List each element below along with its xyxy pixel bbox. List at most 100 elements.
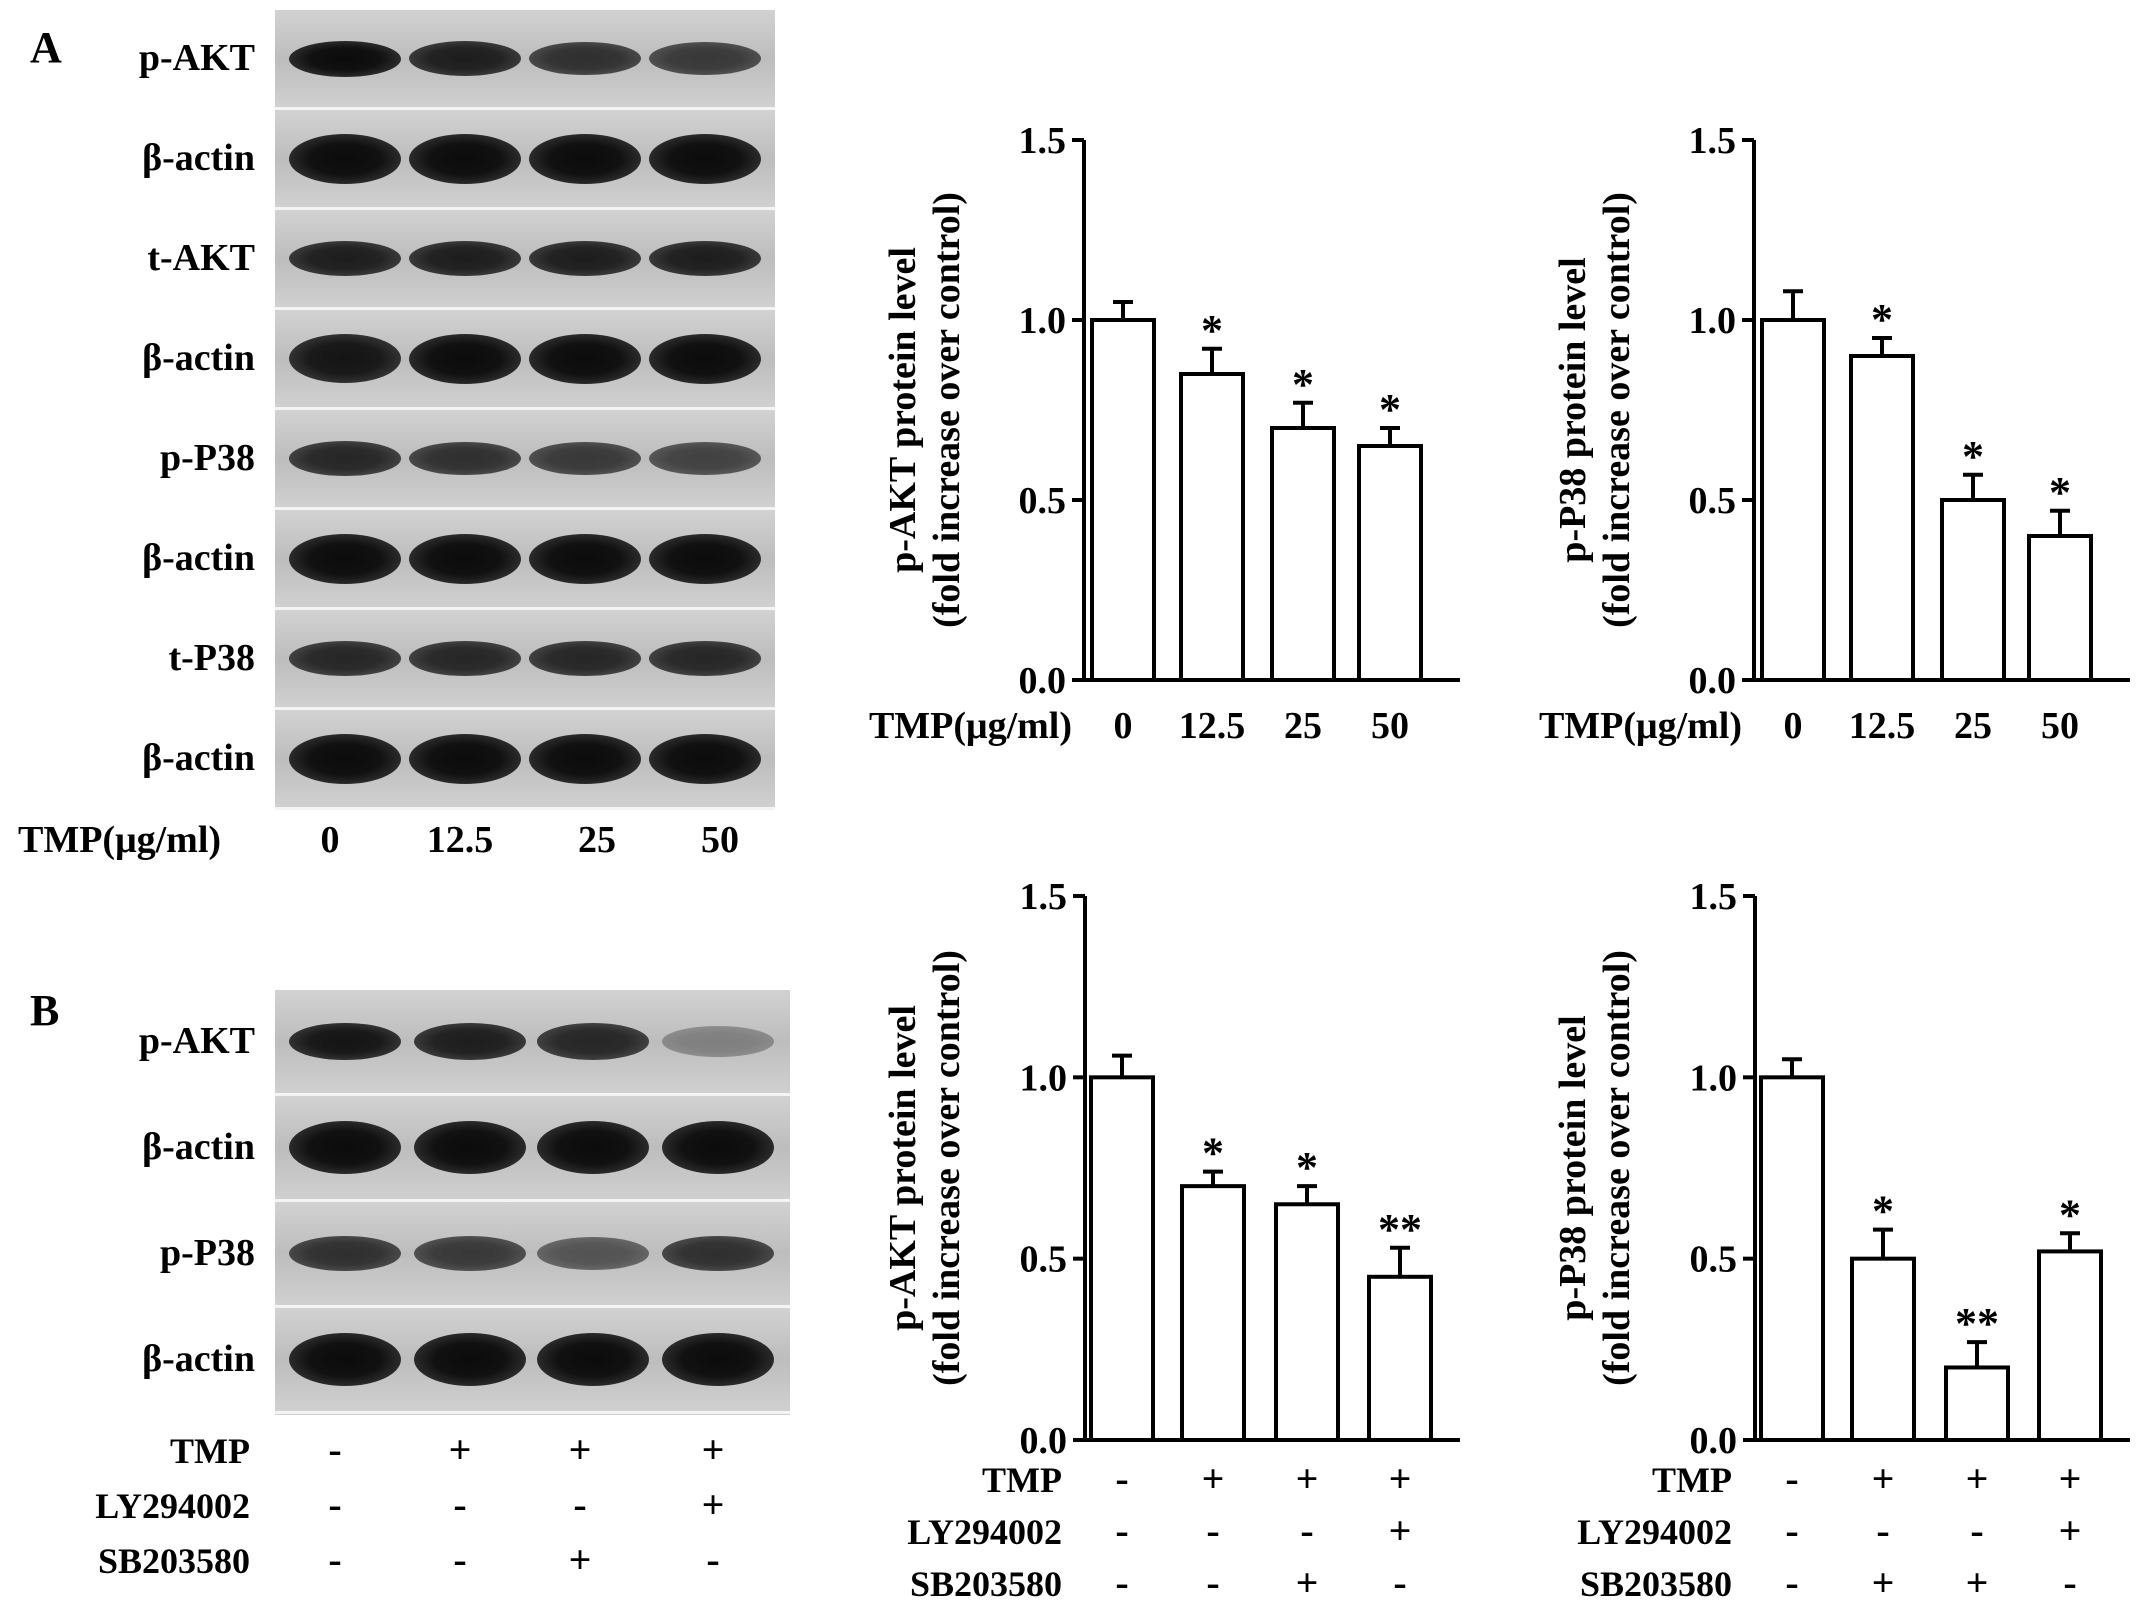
significance-marker: *	[1962, 432, 1984, 481]
protein-band	[662, 1235, 774, 1272]
protein-band	[537, 1121, 649, 1174]
y-axis-label: p-AKT protein level (fold increase over c…	[882, 950, 968, 1386]
protein-band	[649, 733, 761, 784]
treatment-sign: -	[573, 1482, 587, 1527]
protein-band	[289, 641, 401, 676]
blot-strip	[275, 110, 775, 210]
treatment-sign: -	[1970, 1508, 1983, 1553]
blot-strip	[275, 990, 790, 1096]
treatment-sign: -	[2063, 1560, 2076, 1605]
panel-letter-a: A	[30, 23, 62, 72]
y-tick-label: 1.0	[1689, 300, 1737, 342]
blot-strip	[275, 210, 775, 310]
blot-row-label: β-actin	[142, 737, 255, 779]
dose-axis-label-a: TMP(μg/ml)	[18, 819, 222, 861]
protein-band	[289, 40, 401, 77]
y-tick-label: 0.0	[1019, 660, 1067, 702]
treatment-sign: -	[453, 1482, 467, 1527]
bar	[1760, 318, 1826, 682]
treatment-sign: -	[1115, 1508, 1128, 1553]
treatment-sign: -	[328, 1427, 342, 1472]
x-tick-label: 12.5	[1179, 705, 1246, 747]
protein-band	[414, 1235, 526, 1272]
treatment-sign: -	[1785, 1560, 1798, 1605]
y-tick-label: 0.5	[1689, 480, 1737, 522]
significance-marker: *	[1292, 360, 1314, 409]
protein-band	[529, 241, 641, 276]
protein-band	[409, 533, 521, 584]
significance-marker: *	[1201, 306, 1223, 355]
condition-label: SB203580	[910, 1564, 1062, 1604]
x-tick-label: 25	[1284, 705, 1322, 747]
bar	[1850, 1256, 1916, 1442]
blot-row-label: p-P38	[160, 437, 255, 479]
treatment-sign: -	[1785, 1508, 1798, 1553]
treatment-sign: +	[1966, 1560, 1989, 1605]
blot-strip	[275, 510, 775, 610]
y-tick-label: 0.5	[1690, 1239, 1738, 1281]
treatment-sign: +	[1966, 1456, 1989, 1501]
bar	[2027, 534, 2093, 682]
condition-label: SB203580	[1580, 1564, 1732, 1604]
significance-marker: *	[2049, 468, 2071, 517]
treatment-sign: +	[1872, 1456, 1895, 1501]
treatment-sign: +	[701, 1427, 725, 1472]
y-axis-label-line1: p-AKT protein level	[882, 247, 924, 573]
blot-strip	[275, 1096, 790, 1202]
protein-band	[289, 533, 401, 584]
y-tick-label: 0.0	[1020, 1420, 1068, 1462]
treatment-sign: +	[2059, 1456, 2082, 1501]
blot-row-label: β-actin	[142, 1126, 255, 1168]
treatment-sign: +	[568, 1427, 592, 1472]
y-tick-label: 0.5	[1020, 1239, 1068, 1281]
protein-band	[414, 1121, 526, 1174]
y-tick-label: 1.5	[1689, 120, 1737, 162]
bar-chart-p-akt-dose: p-AKT protein level (fold increase over c…	[869, 120, 1460, 747]
blot-row-label: β-actin	[142, 137, 255, 179]
bar	[1089, 1075, 1155, 1442]
significance-marker: **	[1955, 1299, 1999, 1348]
bar	[1940, 498, 2006, 682]
protein-band	[529, 441, 641, 476]
x-tick-label: 0	[1114, 705, 1133, 747]
protein-band	[662, 1121, 774, 1174]
protein-band	[649, 533, 761, 584]
y-tick-label: 1.5	[1690, 876, 1738, 918]
protein-band	[649, 133, 761, 184]
treatment-sign: -	[453, 1537, 467, 1582]
treatment-sign: -	[1785, 1456, 1798, 1501]
protein-band	[409, 133, 521, 184]
protein-band	[289, 733, 401, 784]
treatment-sign: +	[701, 1482, 725, 1527]
protein-band	[537, 1333, 649, 1386]
y-axis-label-line1: p-P38 protein level	[1552, 1015, 1594, 1320]
western-blot-panel-a	[275, 10, 775, 810]
treatment-sign: -	[1115, 1560, 1128, 1605]
x-tick-label: 25	[1954, 705, 1992, 747]
bar	[1180, 1184, 1246, 1442]
treatment-sign: +	[568, 1537, 592, 1582]
dose-label: 50	[701, 819, 739, 861]
x-tick-label: 0	[1784, 705, 1803, 747]
protein-band	[649, 241, 761, 276]
protein-band	[289, 1235, 401, 1272]
y-tick-label: 1.0	[1690, 1057, 1738, 1099]
y-axis-label-line2: (fold increase over control)	[926, 192, 968, 628]
blot-strip	[275, 1308, 790, 1414]
protein-band	[529, 133, 641, 184]
treatment-sign: -	[1206, 1508, 1219, 1553]
x-tick-label: 50	[1371, 705, 1409, 747]
treatment-sign: +	[1202, 1456, 1225, 1501]
blot-row-label: p-P38	[160, 1232, 255, 1274]
condition-label: TMP	[982, 1460, 1062, 1500]
y-tick-label: 1.5	[1019, 120, 1067, 162]
protein-band	[289, 333, 401, 384]
y-axis-label: p-P38 protein level (fold increase over c…	[1552, 192, 1638, 628]
dose-label: 0	[320, 819, 340, 861]
bar	[1179, 372, 1245, 682]
protein-band	[537, 1023, 649, 1060]
protein-band	[529, 533, 641, 584]
bar	[1944, 1365, 2010, 1443]
blot-strip	[275, 310, 775, 410]
protein-band	[529, 333, 641, 384]
